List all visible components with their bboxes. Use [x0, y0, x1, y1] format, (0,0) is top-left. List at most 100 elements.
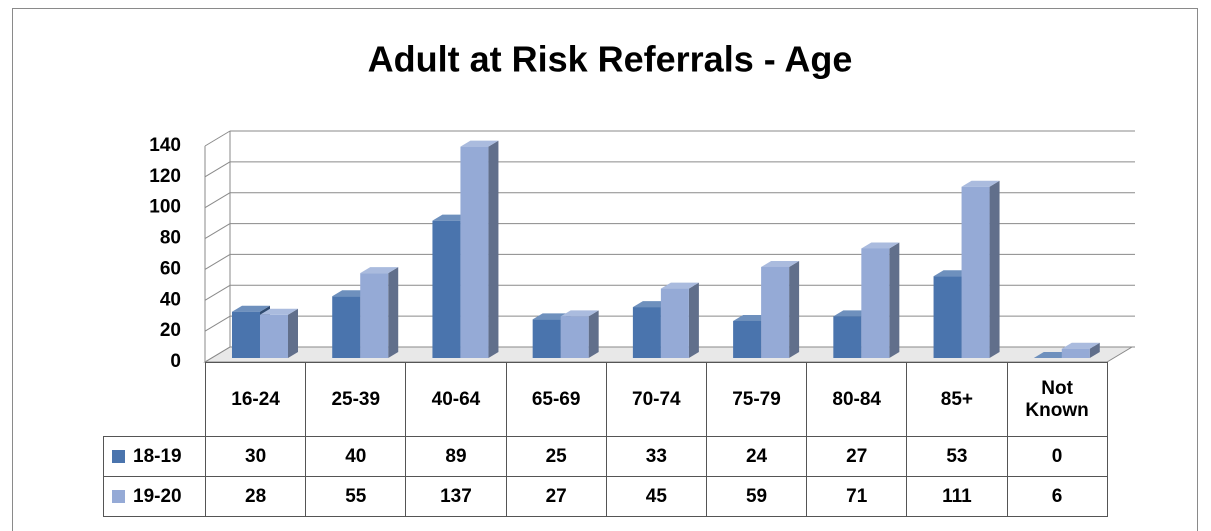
x-tick-label: 65-69	[505, 362, 607, 437]
y-tick-label: 100	[149, 197, 181, 218]
side-grid-line	[204, 253, 231, 270]
y-tick-label: 0	[170, 351, 181, 372]
bar-top	[260, 308, 298, 315]
data-label: 137	[405, 476, 507, 517]
side-grid-line	[204, 130, 231, 147]
bar-front	[1061, 348, 1090, 358]
data-label: 30	[204, 436, 307, 477]
side-grid-line	[204, 284, 231, 301]
bar	[861, 242, 900, 358]
bar-side	[789, 260, 800, 358]
bar-front	[933, 276, 962, 358]
data-label: 59	[705, 476, 808, 517]
bar-top	[761, 260, 800, 267]
legend-swatch	[112, 489, 125, 503]
data-label: 27	[505, 476, 607, 517]
bar-top	[360, 267, 399, 274]
bar-front	[560, 316, 589, 358]
legend-label: 19-20	[133, 485, 182, 507]
bar-front	[432, 220, 461, 358]
bar-front	[961, 186, 990, 358]
data-label: 71	[806, 476, 908, 517]
table-series-row: 19-20 28 55 137 27 45 59 71 111 6	[103, 476, 1108, 517]
x-tick-label: Not Known	[1006, 362, 1108, 437]
side-grid-line	[204, 315, 231, 332]
bar-side	[1089, 342, 1100, 358]
data-label: 40	[305, 436, 407, 477]
bar-top	[560, 310, 599, 317]
bar-side	[889, 242, 900, 358]
bar-front	[360, 273, 389, 358]
data-label: 33	[605, 436, 707, 477]
x-tick-label: 70-74	[605, 362, 707, 437]
data-label: 28	[204, 476, 307, 517]
legend-entry: 18-19	[103, 436, 206, 477]
bar	[1061, 342, 1100, 358]
legend-swatch	[112, 449, 125, 463]
chart-frame	[12, 8, 1198, 531]
x-tick-label: 16-24	[204, 362, 307, 437]
data-label: 53	[906, 436, 1008, 477]
legend-label: 18-19	[133, 445, 182, 467]
y-tick-label: 80	[160, 228, 181, 249]
data-table: 16-24 25-39 40-64 65-69 70-74 75-79 80-84 85+ No…	[103, 362, 1108, 517]
bar	[260, 308, 298, 358]
bar-top	[861, 242, 900, 249]
bar	[460, 140, 499, 358]
y-tick-label: 140	[149, 135, 181, 156]
x-tick-label: 40-64	[405, 362, 507, 437]
data-label: 111	[906, 476, 1008, 517]
chart-title: Adult at Risk Referrals - Age	[368, 39, 853, 80]
legend-entry: 19-20	[103, 476, 206, 517]
bar-side	[288, 308, 298, 358]
x-tick-label: 25-39	[305, 362, 407, 437]
bar-front	[833, 316, 862, 358]
bar-front	[632, 307, 661, 358]
data-label: 45	[605, 476, 707, 517]
bar-front	[332, 296, 361, 358]
y-tick-label: 20	[160, 320, 181, 341]
bar-front	[761, 266, 790, 358]
side-grid-line	[204, 192, 231, 209]
data-label: 89	[405, 436, 507, 477]
bar-top	[660, 282, 699, 289]
data-label: 0	[1006, 436, 1108, 477]
bar	[360, 267, 399, 358]
bar-front	[660, 288, 689, 358]
bar-side	[989, 180, 1000, 358]
bar-top	[1061, 342, 1100, 349]
bar-side	[488, 140, 499, 358]
x-tick-label: 80-84	[806, 362, 908, 437]
side-grid-line	[204, 223, 231, 240]
table-corner	[104, 363, 206, 437]
side-grid-line	[204, 346, 231, 363]
table-series-row: 18-19 30 40 89 25 33 24 27 53 0	[103, 436, 1108, 477]
data-label: 25	[505, 436, 607, 477]
y-tick-label: 40	[160, 289, 181, 310]
bar	[761, 260, 800, 358]
bar-front	[532, 319, 561, 358]
bar	[660, 282, 699, 358]
bar	[560, 310, 599, 358]
side-grid-line	[204, 161, 231, 178]
data-label: 6	[1006, 476, 1108, 517]
bar-front	[232, 311, 260, 358]
x-tick-label: 75-79	[705, 362, 808, 437]
bar-front	[260, 314, 288, 358]
bar-top	[961, 180, 1000, 187]
y-tick-label: 60	[160, 258, 181, 279]
y-tick-label: 120	[149, 166, 181, 187]
bar	[961, 180, 1000, 358]
table-header-row: 16-24 25-39 40-64 65-69 70-74 75-79 80-84 85+ No…	[104, 362, 1108, 437]
bar-side	[588, 310, 599, 358]
bar-top	[460, 140, 499, 147]
bar-front	[460, 146, 489, 358]
bar-side	[388, 267, 399, 358]
bar-front	[733, 320, 762, 358]
x-tick-label: 85+	[906, 362, 1008, 437]
data-label: 55	[305, 476, 407, 517]
bar-front	[861, 248, 890, 358]
bar-top	[232, 305, 270, 312]
